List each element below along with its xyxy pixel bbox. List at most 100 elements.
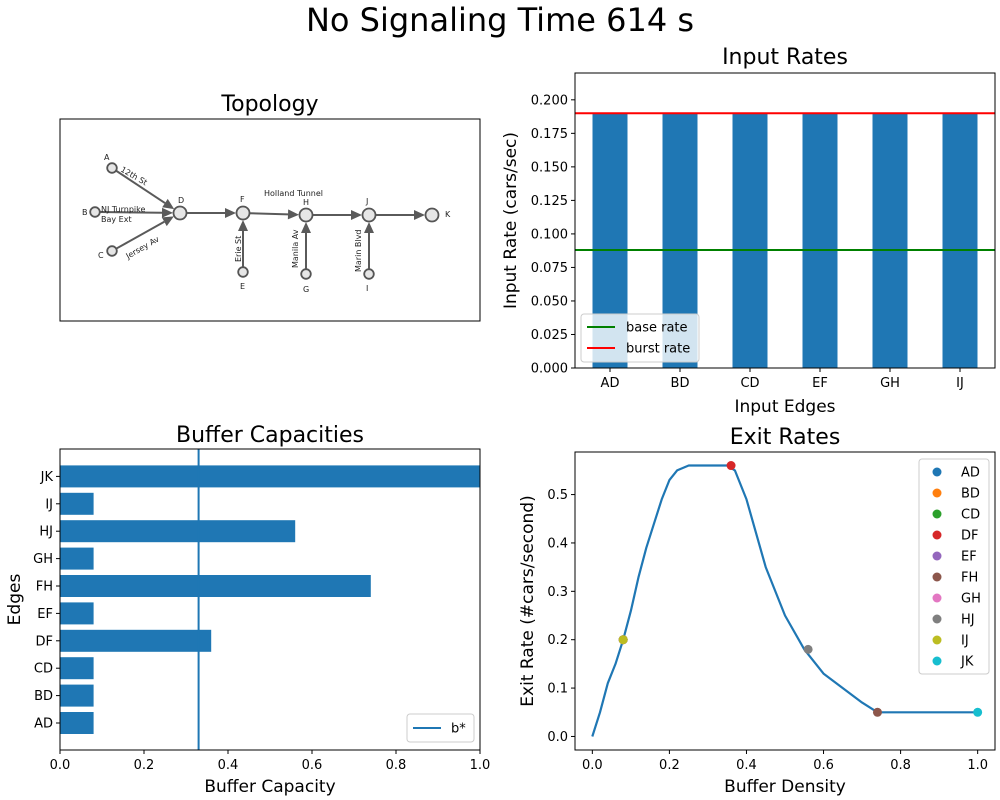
exit-legend-label-gh: GH	[961, 592, 981, 607]
buffer-y-tick-label-cd: CD	[34, 662, 53, 677]
input-rate-bar-ij	[942, 113, 978, 369]
exit-y-axis-label: Exit Rate (#cars/second)	[518, 495, 538, 706]
topology-arrowhead-cd	[161, 216, 174, 227]
input-y-tick-label-0-125: 0.125	[531, 194, 568, 209]
topology-node-label-c: C	[98, 251, 104, 260]
street-label-erie: Erie St	[234, 236, 243, 262]
exit-x-axis-label: Buffer Density	[724, 777, 846, 797]
buffer-bar-fh	[60, 575, 371, 597]
topology-node-k	[424, 207, 440, 223]
topology-edge-ad	[115, 169, 166, 204]
topology-node-a	[106, 162, 118, 174]
input-x-tick-label-ef: EF	[812, 376, 828, 391]
exit-legend-marker-jk	[932, 656, 942, 666]
topology-arrowhead-hj	[351, 210, 362, 220]
buffer-bar-ef	[60, 602, 94, 625]
buffer-y-tick-label-ad: AD	[34, 717, 53, 732]
topology-node-g	[300, 268, 312, 280]
exit-x-tick-label-1-0: 1.0	[967, 758, 988, 773]
topology-edge-fh	[249, 212, 289, 216]
buffer-axes-frame	[59, 448, 481, 751]
exit-y-tick-label-0-3: 0.3	[547, 585, 568, 600]
input-y-tick-label-0-025: 0.025	[531, 328, 568, 343]
exit-rate-curve	[591, 464, 978, 737]
exit-legend-marker-df	[932, 530, 942, 540]
input-y-tick-label-0-050: 0.050	[531, 294, 568, 309]
input-y-tick-label-0-150: 0.150	[531, 160, 568, 175]
buffer-bar-jk	[60, 465, 480, 488]
exit-legend-marker-bd	[932, 488, 942, 498]
exit-y-tick-label-0-0: 0.0	[547, 730, 568, 745]
exit-legend-label-bd: BD	[961, 487, 980, 502]
topology-title: Topology	[220, 92, 318, 117]
topology-node-f	[235, 205, 251, 221]
exit-y-tick-label-0-2: 0.2	[547, 633, 568, 648]
exit-legend-label-hj: HJ	[961, 613, 975, 628]
input-axes-frame	[574, 72, 996, 369]
exit-x-tick-label-0-8: 0.8	[890, 758, 911, 773]
topology-node-label-d: D	[178, 196, 184, 205]
buffer-y-tick-label-ef: EF	[37, 607, 53, 622]
topology-arrowhead-fh	[287, 209, 300, 220]
input-x-tick-label-ad: AD	[601, 376, 620, 391]
street-label-marin: Marin Blvd	[354, 230, 363, 272]
exit-point-jk	[973, 707, 983, 717]
topology-node-label-g: G	[303, 285, 309, 294]
exit-rates-panel: 0.0 0.2 0.4 0.6 0.8 1.0 0.0 0.1 0.2 0.3 0.4 0.5 Exit…	[518, 425, 996, 797]
exit-rates-title: Exit Rates	[730, 425, 841, 450]
topology-node-d	[172, 205, 188, 221]
exit-legend-marker-ef	[932, 551, 942, 561]
buffer-bar-ij	[60, 492, 94, 515]
topology-nodes: A B C D E F G H I J K	[82, 153, 451, 294]
buffer-bar-hj	[60, 520, 296, 543]
street-label-holland: Holland Tunnel	[264, 189, 323, 198]
exit-point-fh	[872, 707, 882, 717]
input-rate-bar-cd	[732, 113, 768, 369]
input-rates-panel: AD BD CD EF GH IJ 0.000 0.025 0.050 0.075 0.100 0.1…	[501, 45, 996, 417]
buffer-bar-df	[60, 629, 212, 652]
buffer-bar-ad	[60, 712, 94, 734]
exit-x-tick-label-0-4: 0.4	[736, 758, 757, 773]
input-y-tick-label-0-100: 0.100	[531, 227, 568, 242]
exit-legend-label-df: DF	[961, 529, 979, 544]
exit-x-tick-label-0-0: 0.0	[582, 758, 603, 773]
exit-legend-marker-ad	[932, 467, 942, 477]
exit-point-hj	[803, 644, 813, 654]
input-y-tick-label-0-000: 0.000	[531, 362, 568, 377]
buffer-y-tick-label-df: DF	[36, 634, 54, 649]
input-rate-bar-ef	[802, 113, 838, 369]
input-x-axis-label: Input Edges	[734, 397, 835, 417]
topology-arrowhead-ad	[162, 198, 175, 210]
topology-arrowhead-jk	[414, 210, 425, 220]
input-y-tick-label-0-175: 0.175	[531, 127, 568, 142]
exit-x-tick-label-0-2: 0.2	[659, 758, 680, 773]
buffer-y-tick-label-gh: GH	[33, 552, 53, 567]
topology-node-label-f: F	[240, 195, 245, 204]
input-x-tick-label-ij: IJ	[956, 376, 964, 391]
exit-legend-label-ij: IJ	[961, 634, 969, 649]
buffer-legend-label-b-star: b*	[451, 722, 466, 737]
topology-arrowhead-ij	[364, 222, 374, 233]
exit-y-tick-label-0-4: 0.4	[547, 536, 568, 551]
exit-legend-label-fh: FH	[961, 571, 978, 586]
topology-node-label-h: H	[303, 198, 309, 207]
topology-edge-cd	[115, 220, 165, 250]
topology-arrowhead-df	[225, 208, 236, 218]
input-legend-label-base-rate: base rate	[626, 321, 688, 336]
exit-legend-marker-ij	[932, 635, 942, 645]
buffer-bar-gh	[60, 547, 94, 570]
input-y-tick-label-0-200: 0.200	[531, 93, 568, 108]
topology-arrowhead-bd	[161, 207, 174, 218]
topology-arrowhead-gh	[301, 222, 311, 233]
buffer-x-tick-label-0-2: 0.2	[134, 758, 155, 773]
exit-point-df	[726, 461, 736, 471]
exit-y-tick-label-0-5: 0.5	[547, 488, 568, 503]
topology-edge-bd	[99, 211, 163, 214]
input-legend-label-burst-rate: burst rate	[626, 342, 690, 357]
topology-node-i	[363, 268, 375, 280]
buffer-x-tick-label-0-4: 0.4	[218, 758, 239, 773]
buffer-y-tick-label-jk: JK	[40, 470, 54, 485]
topology-node-b	[89, 206, 101, 218]
street-label-nj-turnpike: NJ Turnpike	[101, 205, 145, 214]
topology-node-h	[298, 207, 314, 223]
